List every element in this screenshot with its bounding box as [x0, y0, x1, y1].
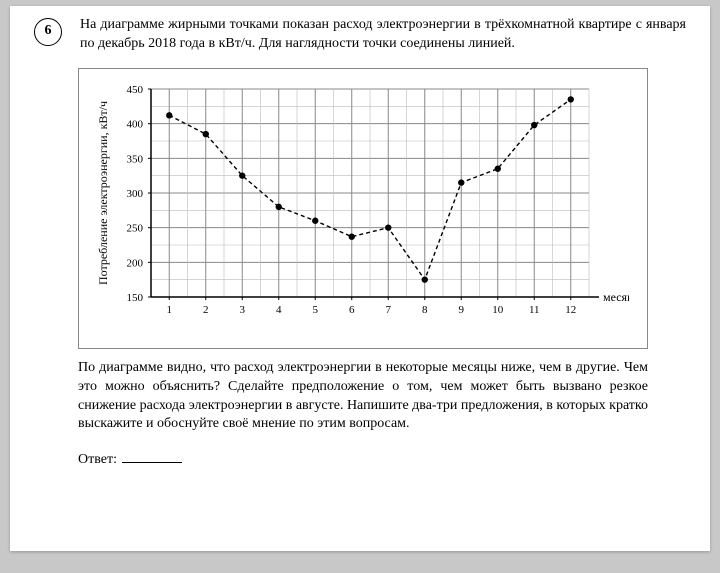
- svg-text:5: 5: [313, 304, 319, 316]
- chart-container: 150200250300350400450123456789101112Потр…: [78, 68, 648, 349]
- problem-text: На диаграмме жирными точками показан рас…: [80, 16, 686, 58]
- svg-text:200: 200: [127, 257, 144, 269]
- svg-text:1: 1: [167, 304, 173, 316]
- svg-text:6: 6: [349, 304, 355, 316]
- svg-text:400: 400: [127, 118, 144, 130]
- problem-header-row: 6 На диаграмме жирными точками показан р…: [34, 16, 686, 58]
- answer-row: Ответ:: [78, 448, 686, 468]
- svg-text:месяц: месяц: [603, 290, 629, 304]
- svg-text:450: 450: [127, 84, 144, 96]
- svg-text:Потребление электроэнергии, кВ: Потребление электроэнергии, кВт/ч: [96, 101, 110, 285]
- svg-text:250: 250: [127, 222, 144, 234]
- electricity-chart: 150200250300350400450123456789101112Потр…: [89, 77, 629, 335]
- svg-text:8: 8: [422, 304, 428, 316]
- answer-blank-line: [122, 448, 182, 463]
- question-number: 6: [45, 23, 52, 38]
- page: 6 На диаграмме жирными точками показан р…: [10, 6, 710, 551]
- svg-text:10: 10: [492, 304, 504, 316]
- svg-text:150: 150: [127, 292, 144, 304]
- problem-paragraph: На диаграмме жирными точками показан рас…: [80, 16, 686, 54]
- svg-text:12: 12: [565, 304, 576, 316]
- svg-text:9: 9: [459, 304, 465, 316]
- svg-text:2: 2: [203, 304, 209, 316]
- svg-text:7: 7: [386, 304, 392, 316]
- answer-label: Ответ:: [78, 452, 117, 467]
- svg-text:350: 350: [127, 153, 144, 165]
- svg-text:3: 3: [240, 304, 246, 316]
- svg-text:4: 4: [276, 304, 282, 316]
- svg-text:11: 11: [529, 304, 540, 316]
- svg-text:300: 300: [127, 188, 144, 200]
- question-number-badge: 6: [34, 18, 62, 46]
- followup-text: По диаграмме видно, что расход электроэн…: [78, 359, 648, 435]
